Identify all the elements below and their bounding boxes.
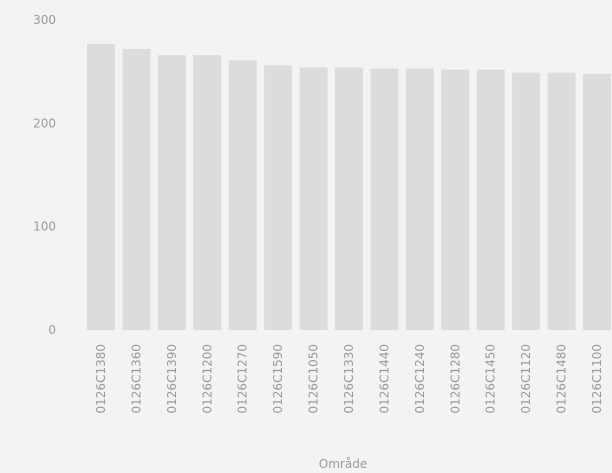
bar (405, 68, 434, 331)
bar (157, 55, 186, 331)
x-tick-label: 0126C1100 (590, 344, 604, 413)
bar (299, 67, 328, 331)
y-tick-label: 100 (33, 220, 56, 234)
x-tick-label: 0126C1050 (307, 344, 321, 413)
x-tick-label: 0126C1280 (448, 344, 462, 413)
x-tick-label: 0126C1390 (165, 344, 179, 413)
x-tick-label: 0126C1450 (484, 344, 498, 413)
bar (228, 60, 257, 331)
bar (335, 67, 364, 331)
x-tick-label: 0126C1440 (377, 344, 391, 413)
bar (512, 72, 541, 330)
x-tick-label: 0126C1380 (94, 344, 108, 413)
bar (441, 69, 470, 330)
x-tick-label: 0126C1480 (555, 344, 569, 413)
y-tick-label: 0 (48, 323, 56, 337)
x-tick-label: 0126C1200 (200, 344, 214, 413)
bar (264, 65, 293, 330)
bar (87, 43, 116, 331)
bar (122, 48, 151, 330)
x-tick-label: 0126C1360 (129, 344, 143, 413)
y-tick-label: 300 (33, 13, 56, 27)
x-axis-label: Område (319, 457, 367, 471)
bar (476, 69, 505, 330)
bar (583, 73, 612, 330)
bar (193, 55, 222, 331)
x-tick-label: 0126C1590 (271, 344, 285, 413)
x-tick-label: 0126C1270 (236, 344, 250, 413)
y-tick-label: 200 (33, 116, 56, 130)
x-tick-label: 0126C1330 (342, 344, 356, 413)
x-tick-label: 0126C1120 (519, 344, 533, 413)
bar (370, 68, 399, 331)
bar (547, 72, 576, 330)
x-tick-label: 0126C1240 (413, 344, 427, 413)
